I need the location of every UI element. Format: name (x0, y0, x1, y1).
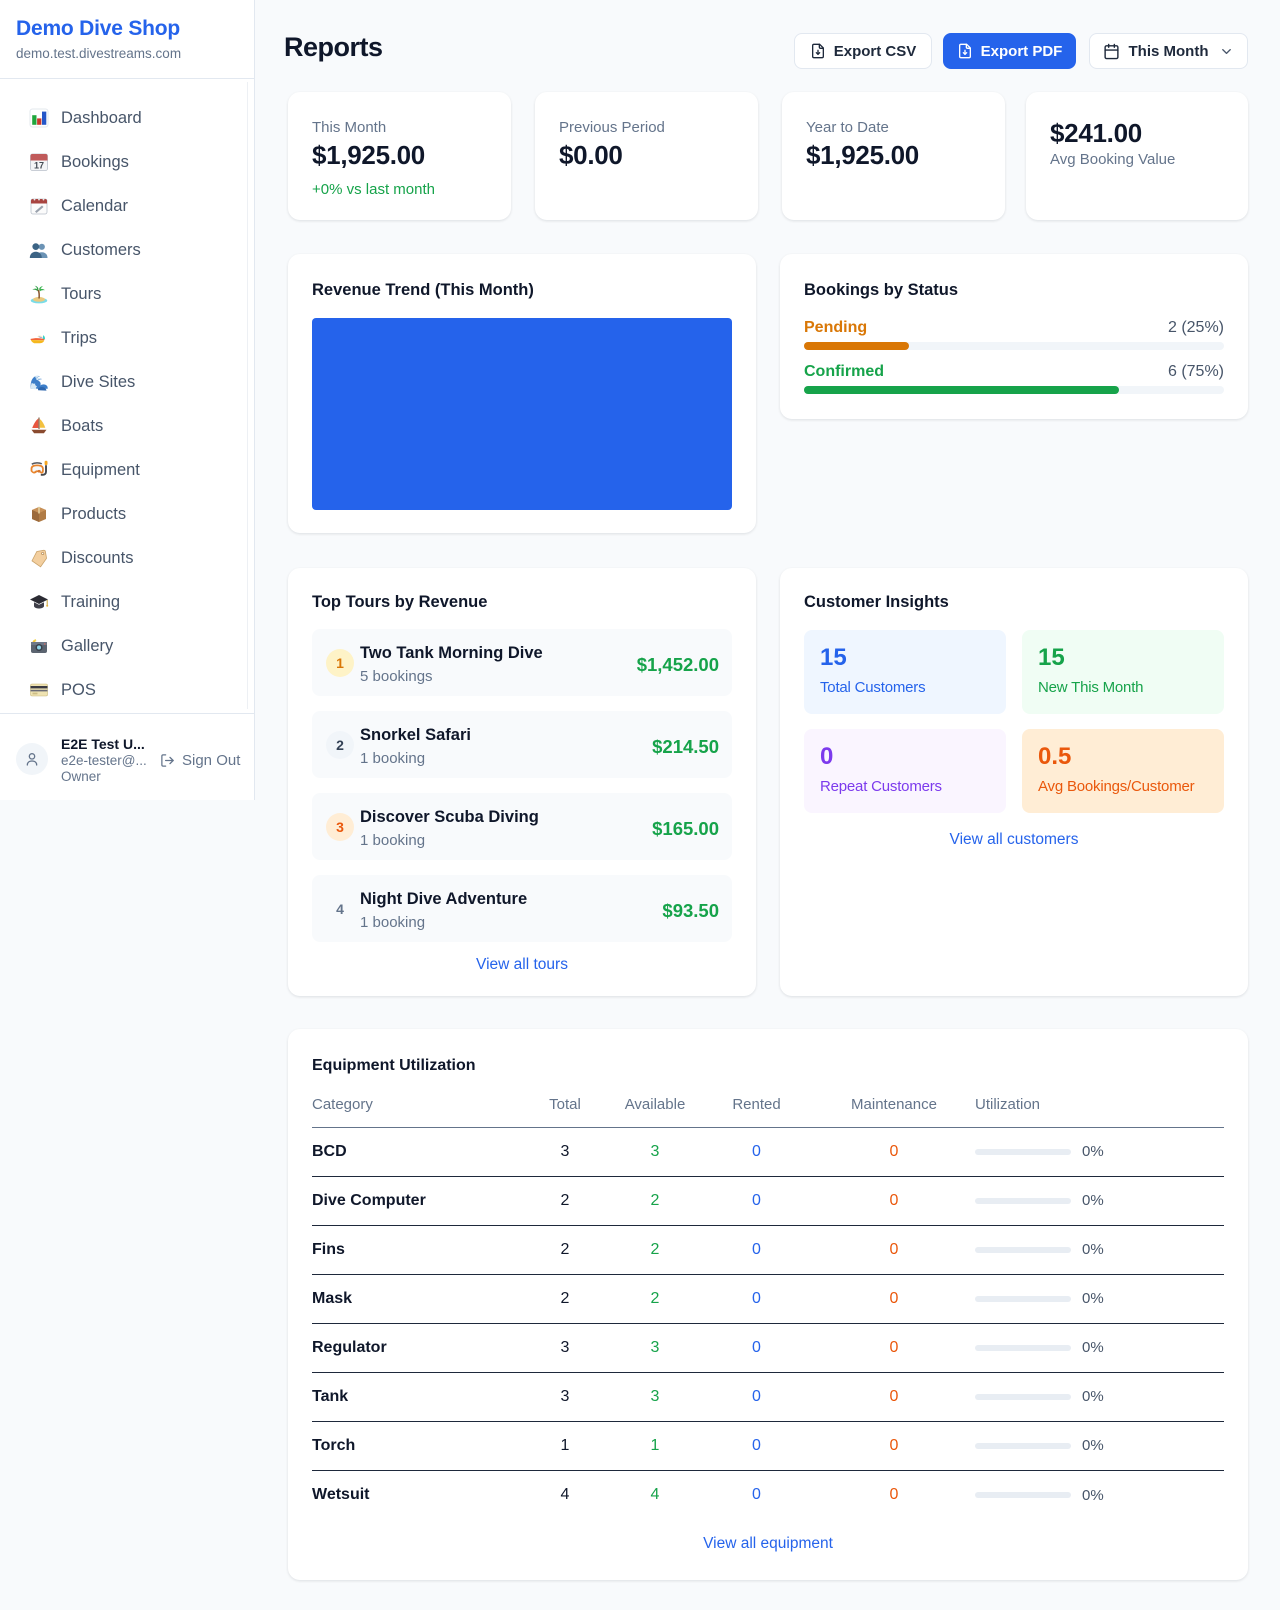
svg-text:17: 17 (34, 161, 44, 171)
